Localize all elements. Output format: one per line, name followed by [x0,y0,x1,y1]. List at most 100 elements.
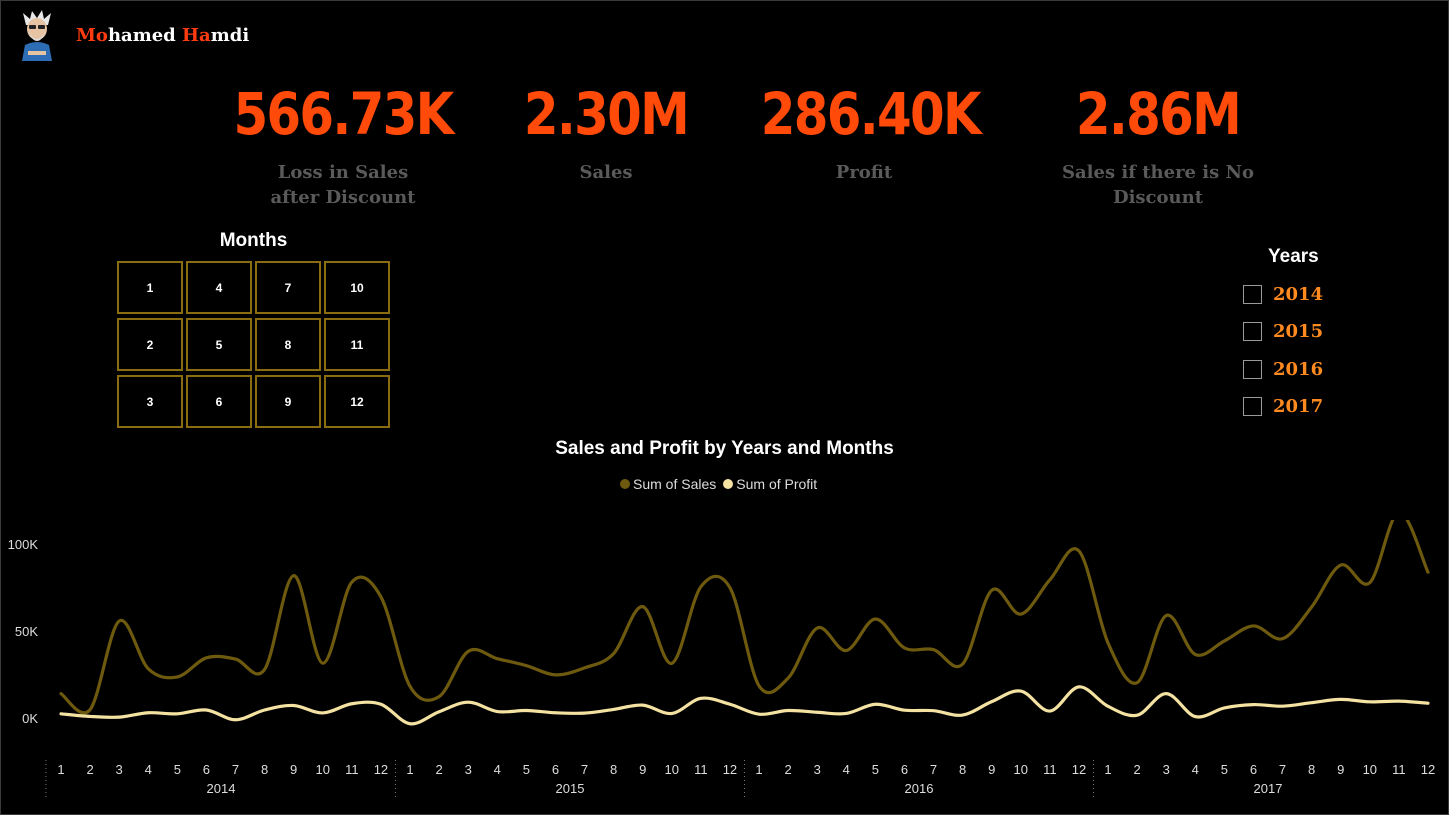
sales-data-point [1339,563,1343,567]
x-tick-label: 12 [1421,762,1435,777]
kpi-sales-no-discount-label: Sales if there is No Discount [1062,162,1254,208]
year-option-2017[interactable]: 2017 [1243,394,1323,418]
month-button-1[interactable]: 1 [117,261,183,314]
checkbox[interactable] [1243,396,1262,416]
profit-data-point [1426,701,1430,705]
sales-data-point [1164,614,1168,618]
profit-data-point [263,708,267,712]
month-button-10[interactable]: 10 [324,261,390,314]
profit-data-point [553,711,557,715]
month-button-9[interactable]: 9 [255,375,321,428]
year-option-2015[interactable]: 2015 [1243,319,1323,343]
profit-data-point [495,710,499,714]
sales-data-point [1281,637,1285,641]
x-tick-label: 1 [406,762,413,777]
kpi-profit-value: 286.40K [760,80,982,148]
legend-item-sales[interactable]: Sum of Sales [620,476,716,492]
sales-data-point [757,684,761,688]
profit-data-point [292,703,296,707]
x-tick-label: 1 [1104,762,1111,777]
chart-legend: Sum of Sales Sum of Profit [620,476,824,492]
x-tick-label: 10 [665,762,679,777]
x-tick-label: 11 [1043,762,1057,777]
x-tick-label: 5 [872,762,879,777]
x-tick-label: 8 [261,762,268,777]
month-button-12[interactable]: 12 [324,375,390,428]
month-button-8[interactable]: 8 [255,318,321,371]
year-option-2014[interactable]: 2014 [1243,282,1323,306]
sales-data-point [146,667,150,671]
profit-data-point [234,718,238,722]
year-label: 2017 [1273,395,1324,417]
sales-data-point [204,656,208,660]
kpi-sales-value: 2.30M [523,80,690,148]
profit-data-point [1106,704,1110,708]
sales-data-point [612,652,616,656]
x-tick-label: 11 [694,762,708,777]
profit-data-point [146,711,150,715]
profit-data-point [437,710,441,714]
x-tick-label: 7 [581,762,588,777]
month-button-6[interactable]: 6 [186,375,252,428]
x-tick-label: 6 [552,762,559,777]
checkbox[interactable] [1243,321,1262,341]
x-tick-label: 6 [1250,762,1257,777]
sales-data-point [873,617,877,621]
checkbox[interactable] [1243,359,1262,379]
sales-data-point [495,657,499,661]
profit-data-point [1193,715,1197,719]
sales-data-point [670,661,674,665]
profit-data-point [961,713,965,717]
chart-title: Sales and Profit by Years and Months [555,438,894,459]
x-tick-label: 3 [814,762,821,777]
x-tick-label: 10 [316,762,330,777]
sales-data-point [815,626,819,630]
profit-data-point [1135,713,1139,717]
x-tick-label: 9 [290,762,297,777]
sales-data-point [524,664,528,668]
month-button-3[interactable]: 3 [117,375,183,428]
sales-data-point [844,648,848,652]
x-tick-label: 4 [1192,762,1199,777]
x-tick-label: 10 [1363,762,1377,777]
profit-data-point [757,712,761,716]
profit-data-point [408,722,412,726]
profit-data-point [524,709,528,713]
month-button-7[interactable]: 7 [255,261,321,314]
sales-data-point [728,586,732,590]
legend-item-profit[interactable]: Sum of Profit [723,476,817,492]
sales-data-point [1019,612,1023,616]
month-button-2[interactable]: 2 [117,318,183,371]
months-slicer: 1 4 7 10 2 5 8 11 3 6 9 12 [117,261,391,429]
sales-data-point [408,684,412,688]
profit-data-point [815,710,819,714]
x-tick-label: 8 [1308,762,1315,777]
profit-data-point [1164,692,1168,696]
profit-data-point [1077,685,1081,689]
sales-data-point [961,662,965,666]
x-tick-label: 7 [232,762,239,777]
sales-data-point [466,649,470,653]
profit-data-point [59,712,63,716]
sales-data-point [350,580,354,584]
checkbox[interactable] [1243,284,1262,304]
sales-data-point [990,588,994,592]
sales-data-point [59,692,63,696]
month-button-4[interactable]: 4 [186,261,252,314]
sales-data-point [292,574,296,578]
profit-data-point [932,709,936,713]
x-tick-label: 3 [1163,762,1170,777]
profit-data-point [1222,706,1226,710]
sales-data-point [1251,624,1255,628]
year-option-2016[interactable]: 2016 [1243,357,1323,381]
sales-data-point [88,708,92,712]
sales-data-point [1222,639,1226,643]
profit-data-point [990,700,994,704]
month-button-5[interactable]: 5 [186,318,252,371]
profit-data-point [583,711,587,715]
profit-data-point [1310,701,1314,705]
month-button-11[interactable]: 11 [324,318,390,371]
y-tick-label: 0K [22,711,38,726]
x-tick-label: 8 [610,762,617,777]
sales-data-point [1193,652,1197,656]
